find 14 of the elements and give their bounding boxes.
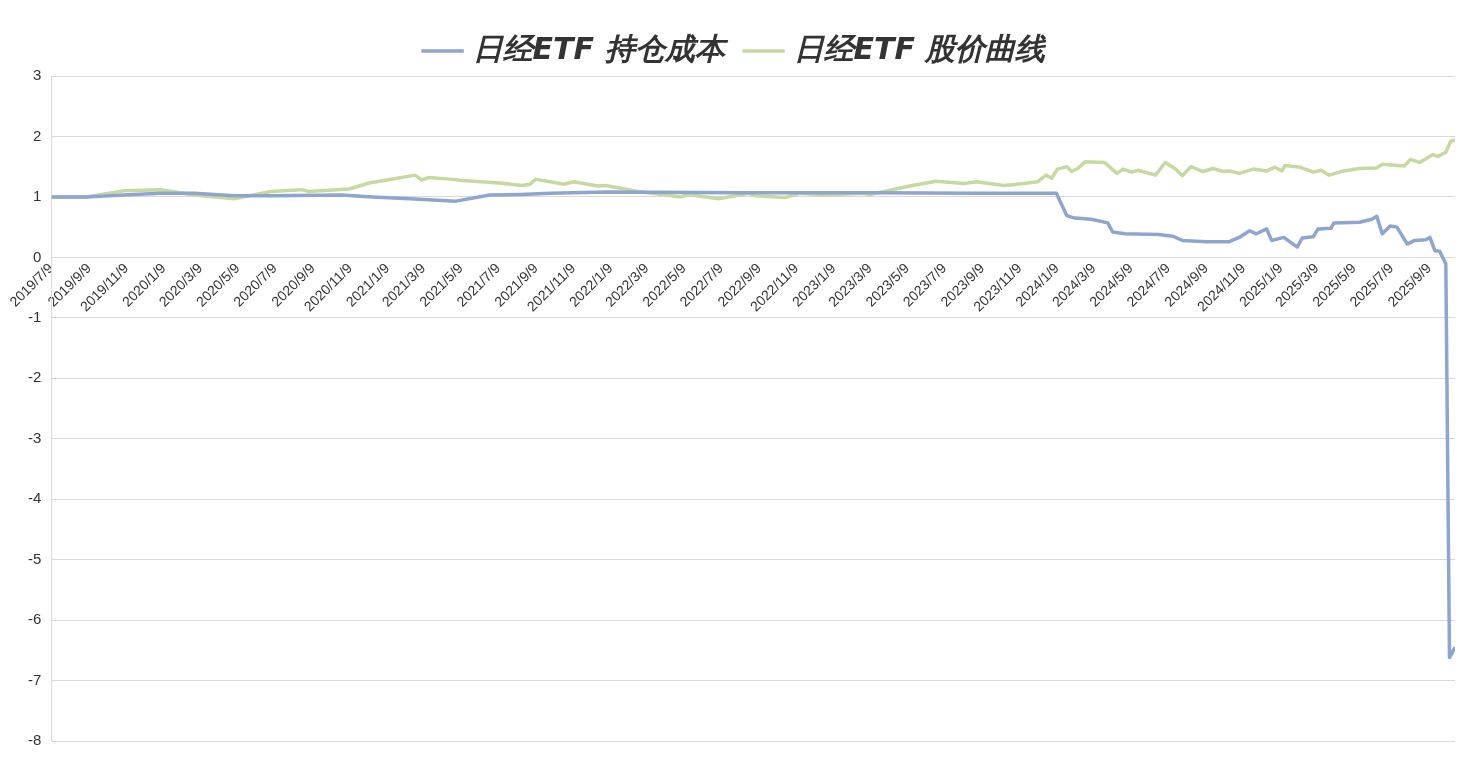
y-tick-label: -4 [27, 489, 42, 507]
y-tick-label: 0 [32, 247, 42, 265]
y-tick-label: -7 [27, 670, 42, 688]
y-tick-label: -5 [27, 549, 42, 567]
y-tick-label: -6 [27, 610, 42, 628]
legend-label: 日经ETF 持仓成本 [472, 30, 729, 66]
y-tick-label: -2 [27, 368, 42, 386]
y-tick-label: 3 [32, 66, 42, 84]
y-tick-label: 1 [32, 187, 42, 205]
y-tick-label: 2 [32, 126, 42, 144]
y-tick-label: -1 [27, 307, 42, 325]
y-tick-label: -3 [27, 428, 42, 446]
y-tick-label: -8 [27, 731, 42, 749]
legend-label: 日经ETF 股价曲线 [793, 30, 1048, 66]
